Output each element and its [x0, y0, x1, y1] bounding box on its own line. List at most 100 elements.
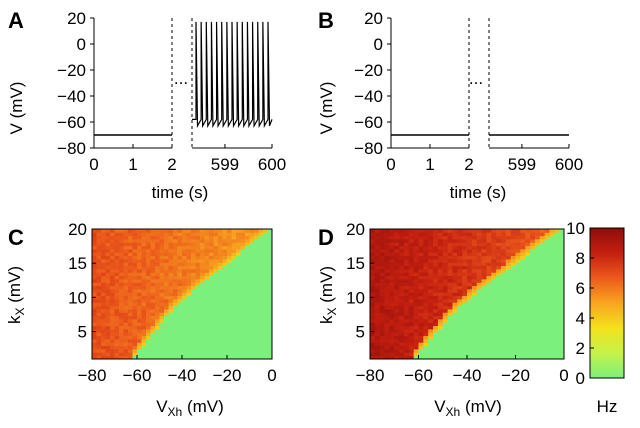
heatmap-cell — [119, 259, 124, 263]
heatmap-cell — [254, 329, 259, 333]
heatmap-cell — [96, 349, 102, 353]
heatmap-cell — [222, 262, 228, 267]
heatmap-cell — [370, 339, 376, 343]
heatmap-cell — [515, 289, 521, 293]
heatmap-cell — [240, 259, 246, 263]
heatmap-cell — [249, 322, 255, 327]
heatmap-cell — [155, 229, 160, 233]
heatmap-cell — [114, 285, 120, 290]
heatmap-cell — [200, 245, 205, 250]
heatmap-cell — [182, 229, 187, 233]
heatmap-cell — [374, 269, 381, 273]
heatmap-cell — [114, 325, 120, 330]
heatmap-cell — [505, 262, 512, 267]
heatmap-cell — [510, 252, 516, 257]
heatmap-cell — [137, 312, 142, 317]
heatmap-cell — [200, 279, 205, 283]
heatmap-cell — [96, 299, 102, 303]
heatmap-cell — [96, 255, 102, 260]
heatmap-cell — [554, 312, 560, 317]
heatmap-cell — [462, 245, 468, 250]
heatmap-cell — [155, 335, 160, 340]
heatmap-cell — [195, 245, 201, 250]
heatmap-cell — [132, 245, 138, 250]
heatmap-cell — [128, 345, 133, 350]
heatmap-cell — [457, 275, 463, 280]
heatmap-cell — [539, 239, 545, 243]
heatmap-cell — [254, 255, 259, 260]
heatmap-cell — [168, 269, 174, 273]
heatmap-cell — [164, 352, 169, 357]
heatmap-cell — [236, 252, 241, 257]
heatmap-cell — [437, 349, 444, 353]
heatmap-cell — [200, 259, 205, 263]
heatmap-cell — [433, 239, 439, 243]
heatmap-cell — [150, 289, 156, 293]
heatmap-cell — [92, 289, 97, 293]
heatmap-cell — [200, 265, 205, 270]
heatmap-cell — [379, 295, 385, 300]
heatmap-cell — [150, 242, 156, 247]
heatmap-cell — [549, 325, 555, 330]
heatmap-cell — [447, 232, 453, 237]
heatmap-cell — [231, 285, 237, 290]
heatmap-cell — [442, 352, 448, 357]
heatmap-cell — [132, 269, 138, 273]
heatmap-cell — [191, 295, 196, 300]
heatmap-cell — [146, 239, 151, 243]
panel-d-ylabel-unit: (mV) — [317, 266, 336, 308]
heatmap-cell — [146, 325, 151, 330]
heatmap-cell — [132, 345, 138, 350]
heatmap-cell — [204, 329, 210, 333]
heatmap-cell — [96, 232, 102, 237]
heatmap-cell — [213, 355, 219, 360]
heatmap-cell — [525, 345, 531, 350]
heatmap-cell — [530, 252, 536, 257]
heatmap-cell — [159, 305, 165, 310]
heatmap-cell — [457, 289, 463, 293]
heatmap-cell — [500, 299, 507, 303]
heatmap-cell — [182, 249, 187, 253]
heatmap-cell — [182, 335, 187, 340]
heatmap-cell — [137, 259, 142, 263]
heatmap-cell — [481, 315, 487, 320]
heatmap-cell — [447, 329, 453, 333]
heatmap-cell — [539, 295, 545, 300]
heatmap-cell — [110, 275, 115, 280]
heatmap-cell — [263, 305, 268, 310]
x-tick-label: 600 — [555, 155, 583, 174]
heatmap-cell — [168, 342, 174, 347]
heatmap-cell — [452, 349, 458, 353]
heatmap-cell — [423, 295, 429, 300]
heatmap-cell — [510, 255, 516, 260]
heatmap-cell — [491, 305, 497, 310]
heatmap-cell — [258, 329, 264, 333]
heatmap-cell — [155, 259, 160, 263]
heatmap-cell — [164, 355, 169, 360]
heatmap-cell — [471, 285, 478, 290]
heatmap-cell — [195, 345, 201, 350]
heatmap-cell — [155, 239, 160, 243]
heatmap-cell — [442, 249, 448, 253]
heatmap-cell — [254, 342, 259, 347]
heatmap-cell — [486, 335, 492, 340]
heatmap-cell — [462, 275, 468, 280]
heatmap-cell — [491, 239, 497, 243]
heatmap-cell — [394, 269, 400, 273]
heatmap-cell — [177, 235, 183, 240]
heatmap-cell — [132, 352, 138, 357]
heatmap-cell — [496, 325, 502, 330]
heatmap-cell — [105, 252, 111, 257]
x-tick-label: 0 — [89, 155, 98, 174]
heatmap-cell — [471, 335, 478, 340]
heatmap-cell — [245, 299, 250, 303]
heatmap-cell — [254, 229, 259, 233]
heatmap-cell — [399, 332, 405, 337]
heatmap-cell — [491, 335, 497, 340]
heatmap-cell — [520, 262, 526, 267]
heatmap-cell — [254, 269, 259, 273]
heatmap-cell — [218, 272, 223, 277]
heatmap-cell — [384, 329, 390, 333]
heatmap-cell — [418, 272, 424, 277]
heatmap-cell — [476, 249, 482, 253]
